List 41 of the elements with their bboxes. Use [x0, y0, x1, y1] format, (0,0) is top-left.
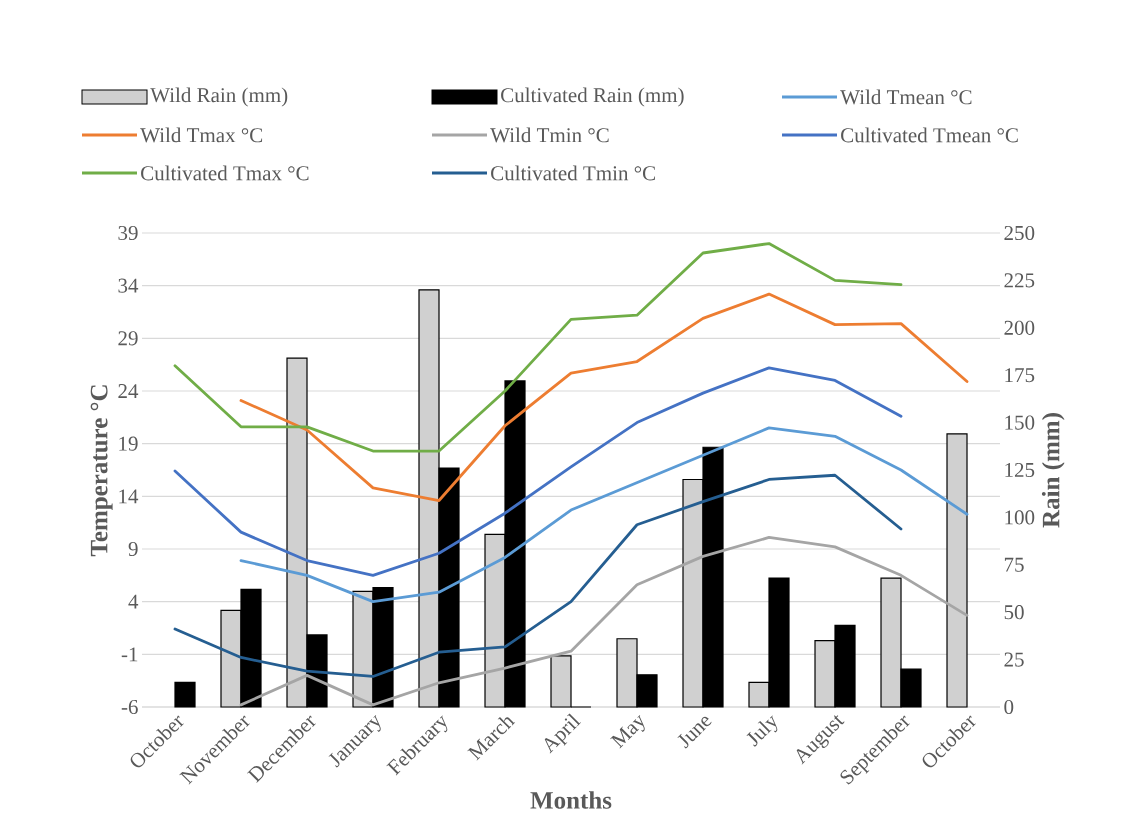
y-tick-label: 9 — [128, 541, 138, 557]
y2-tick-label: 175 — [1005, 368, 1035, 383]
y2-tick-label: 200 — [1004, 320, 1035, 335]
y-tick-label: 14 — [119, 489, 139, 504]
x-tick-label: July — [746, 715, 778, 747]
y2-axis-title: Rain (mm) — [1041, 413, 1065, 528]
y-tick-label: -1 — [121, 647, 138, 662]
legend-label: Wild Tmean °C — [840, 89, 972, 105]
legend-label: Wild Tmax °C — [140, 127, 263, 143]
y-tick-label: 34 — [118, 278, 139, 293]
y2-tick-label: 150 — [1005, 415, 1035, 430]
legend-label: Cultivated Tmax °C — [141, 165, 309, 181]
y2-tick-label: 100 — [1005, 510, 1035, 525]
y-tick-label: 29 — [118, 331, 138, 346]
y2-tick-label: 75 — [1004, 557, 1024, 572]
legend-label: Cultivated Tmin °C — [491, 165, 655, 181]
legend-label: Cultivated Tmean °C — [841, 127, 1018, 143]
line-series — [173, 473, 903, 678]
x-tick-label: May — [610, 714, 645, 749]
y-tick-label: -6 — [121, 699, 138, 715]
y-tick-label: 19 — [119, 436, 138, 451]
x-tick-label: June — [677, 716, 712, 749]
legend-label: Cultivated Rain (mm) — [501, 87, 684, 107]
y-tick-label: 4 — [128, 594, 139, 609]
y2-tick-label: 125 — [1005, 462, 1035, 478]
y-axis-title: Temperature °C — [90, 385, 113, 557]
y2-tick-label: 25 — [1004, 652, 1024, 667]
y2-tick-label: 250 — [1004, 225, 1035, 241]
y-tick-label: 39 — [118, 225, 138, 241]
line-series — [173, 366, 903, 577]
y-tick-label: 24 — [118, 384, 139, 398]
x-axis-title: Months — [530, 791, 612, 809]
line-series — [173, 242, 903, 453]
bar — [174, 681, 196, 708]
y2-tick-label: 225 — [1004, 273, 1035, 288]
line-series — [239, 292, 969, 502]
y2-tick-label: 50 — [1004, 605, 1024, 620]
line-series — [239, 536, 969, 707]
legend-label: Wild Rain (mm) — [150, 87, 288, 107]
y2-tick-label: 0 — [1004, 699, 1014, 715]
legend-label: Wild Tmin °C — [490, 127, 609, 143]
